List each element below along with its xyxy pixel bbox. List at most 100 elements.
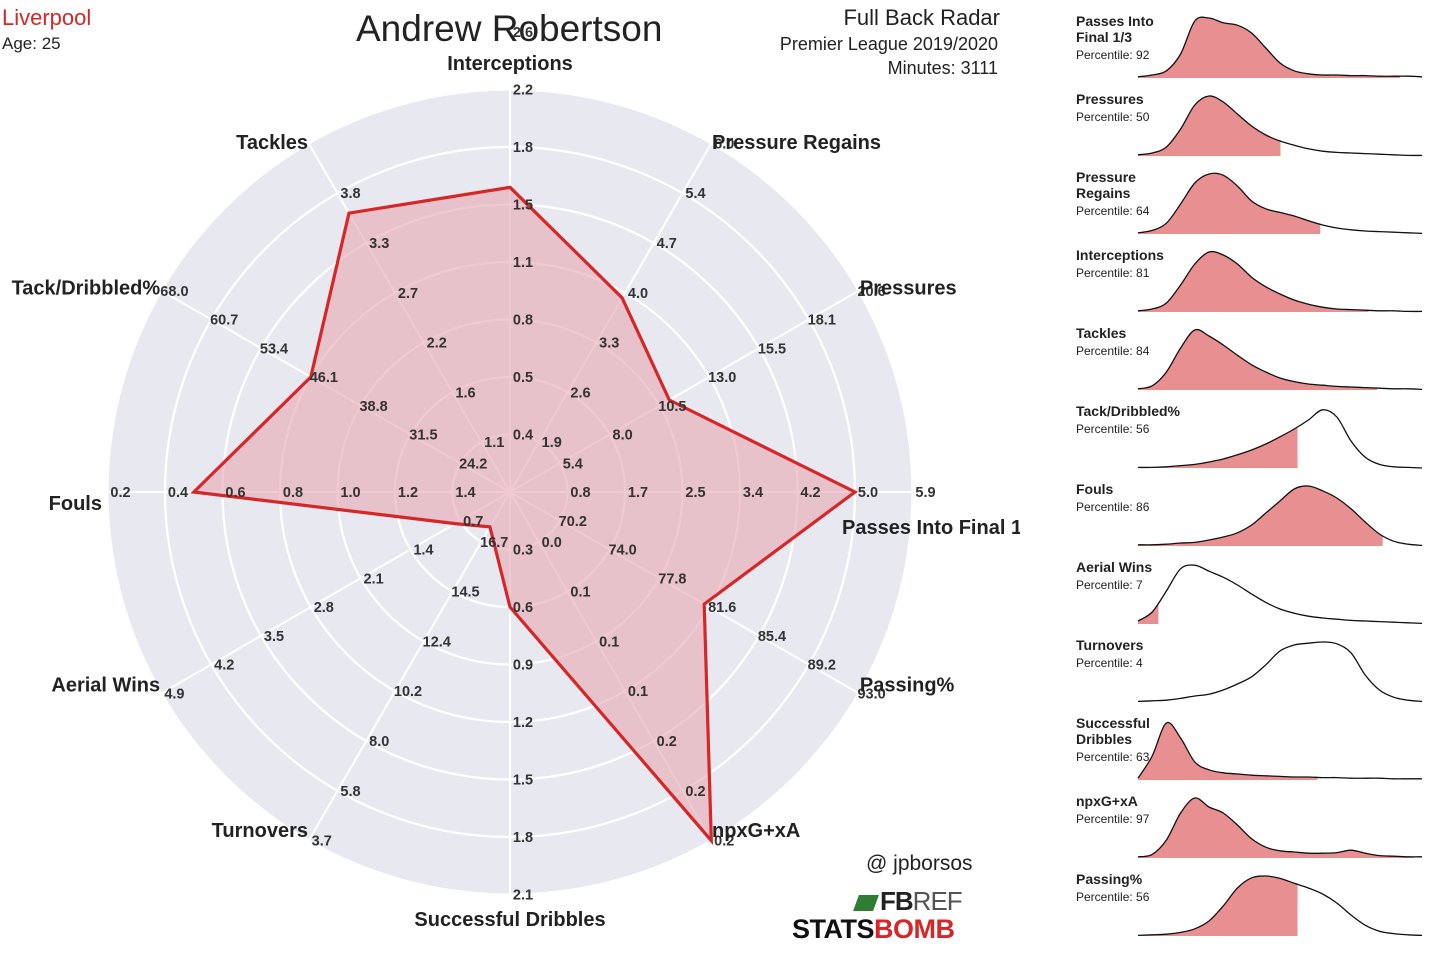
player-age: Age: 25 bbox=[2, 34, 61, 53]
radar-tick-label: 89.2 bbox=[808, 658, 836, 674]
radar-tick-label: 10.5 bbox=[658, 399, 686, 415]
density-panel: Tack/Dribbled% Percentile: 56 bbox=[1076, 403, 1423, 469]
radar-axis-label: Tack/Dribbled% bbox=[12, 278, 161, 300]
radar-tick-label: 1.1 bbox=[513, 255, 533, 271]
density-title: Pressures bbox=[1076, 91, 1144, 107]
radar-tick-label: 5.9 bbox=[915, 485, 935, 501]
density-curve bbox=[1137, 16, 1423, 78]
radar-tick-label: 5.0 bbox=[858, 485, 878, 501]
density-title: Fouls bbox=[1076, 481, 1114, 497]
radar-tick-label: 2.6 bbox=[513, 25, 533, 41]
radar-tick-label: 0.2 bbox=[110, 485, 130, 501]
density-percentile-fill bbox=[1138, 251, 1369, 312]
radar-tick-label: 2.5 bbox=[685, 485, 705, 501]
radar-tick-label: 77.8 bbox=[658, 571, 686, 587]
density-curve bbox=[1137, 564, 1423, 625]
density-percentile-fill bbox=[1138, 95, 1280, 156]
density-curve bbox=[1137, 797, 1423, 858]
density-percentile-label: Percentile: 84 bbox=[1076, 344, 1150, 358]
radar-tick-label: 1.1 bbox=[484, 435, 504, 451]
radar-tick-label: 0.4 bbox=[513, 428, 533, 444]
radar-tick-label: 0.2 bbox=[685, 784, 705, 800]
radar-tick-label: 1.5 bbox=[513, 773, 533, 789]
density-percentile-label: Percentile: 63 bbox=[1076, 750, 1150, 764]
density-title: Tack/Dribbled% bbox=[1076, 403, 1181, 419]
minutes-played: Minutes: 3111 bbox=[887, 58, 998, 78]
density-percentile-label: Percentile: 50 bbox=[1076, 110, 1150, 124]
density-curve bbox=[1137, 172, 1423, 235]
density-title: Pressure bbox=[1076, 169, 1136, 185]
radar-tick-label: 1.0 bbox=[340, 485, 360, 501]
radar-tick-label: 8.0 bbox=[613, 428, 633, 444]
radar-player-polygon bbox=[190, 185, 859, 846]
radar-tick-label: 2.6 bbox=[570, 385, 590, 401]
density-percentile-fill bbox=[1138, 604, 1158, 624]
radar-tick-label: 4.7 bbox=[657, 236, 677, 252]
radar-tick-label: 38.8 bbox=[359, 399, 387, 415]
radar-tick-label: 4.0 bbox=[628, 286, 648, 302]
density-percentile-label: Percentile: 81 bbox=[1076, 266, 1150, 280]
radar-tick-label: 0.2 bbox=[657, 734, 677, 750]
density-percentile-label: Percentile: 86 bbox=[1076, 500, 1150, 514]
radar-tick-label: 0.1 bbox=[570, 585, 590, 601]
radar-tick-label: 14.5 bbox=[451, 585, 479, 601]
radar-tick-label: 53.4 bbox=[260, 341, 288, 357]
radar-tick-label: 2.1 bbox=[513, 888, 533, 904]
radar-tick-label: 2.1 bbox=[364, 571, 384, 587]
density-title: Tackles bbox=[1076, 325, 1127, 341]
radar-tick-label: 1.8 bbox=[513, 140, 533, 156]
density-title: Dribbles bbox=[1076, 731, 1132, 747]
radar-tick-label: 16.7 bbox=[480, 535, 508, 551]
density-title: Passes Into bbox=[1076, 13, 1154, 29]
density-title: Turnovers bbox=[1076, 637, 1144, 653]
density-title: Aerial Wins bbox=[1076, 559, 1152, 575]
fbref-ball-icon bbox=[853, 895, 879, 911]
radar-axis-label: Interceptions bbox=[447, 53, 573, 75]
density-percentile-label: Percentile: 92 bbox=[1076, 48, 1150, 62]
density-panel: Tackles Percentile: 84 bbox=[1076, 325, 1423, 391]
radar-tick-label: 3.3 bbox=[599, 336, 619, 352]
radar-tick-label: 1.5 bbox=[513, 198, 533, 214]
density-panel: Interceptions Percentile: 81 bbox=[1076, 247, 1423, 313]
density-percentile-label: Percentile: 56 bbox=[1076, 890, 1150, 904]
radar-axis-label: Passing% bbox=[860, 675, 955, 697]
radar-tick-label: 0.4 bbox=[168, 485, 188, 501]
radar-gridline bbox=[106, 88, 914, 896]
radar-tick-label: 5.4 bbox=[563, 456, 583, 472]
radar-tick-label: 15.5 bbox=[758, 341, 786, 357]
radar-spoke bbox=[308, 491, 511, 841]
player-name: Andrew Robertson bbox=[356, 8, 663, 49]
density-panel: Fouls Percentile: 86 bbox=[1076, 481, 1423, 547]
radar-axis-label: Tackles bbox=[236, 132, 308, 154]
radar-tick-label: 2.2 bbox=[427, 336, 447, 352]
radar-tick-label: 1.2 bbox=[513, 715, 533, 731]
radar-tick-label: 0.1 bbox=[599, 634, 619, 650]
density-percentile-fill bbox=[1138, 17, 1400, 78]
radar-tick-label: 0.3 bbox=[513, 543, 533, 559]
radar-tick-label: 3.8 bbox=[340, 186, 360, 202]
density-curve bbox=[1137, 95, 1423, 157]
radar-tick-label: 1.6 bbox=[455, 385, 475, 401]
density-panel: Pressures Percentile: 50 bbox=[1076, 91, 1423, 157]
statsbomb-logo: STATSBOMB bbox=[792, 914, 955, 944]
radar-tick-label: 3.3 bbox=[369, 236, 389, 252]
radar-tick-label: 20.6 bbox=[857, 284, 885, 300]
radar-axis-label: Passes Into Final 1/3 bbox=[842, 517, 1020, 539]
radar-tick-label: 0.6 bbox=[225, 485, 245, 501]
radar-tick-label: 13.0 bbox=[708, 370, 736, 386]
radar-tick-label: 1.9 bbox=[542, 435, 562, 451]
density-curve bbox=[1137, 875, 1423, 937]
radar-tick-label: 10.2 bbox=[394, 684, 422, 700]
radar-axis-label: npxG+xA bbox=[712, 820, 800, 842]
radar-tick-label: 18.1 bbox=[808, 313, 836, 329]
radar-tick-label: 0.8 bbox=[570, 485, 590, 501]
density-percentile-fill bbox=[1138, 875, 1298, 936]
author-credit: @ jpborsos bbox=[866, 852, 973, 875]
density-panel: Turnovers Percentile: 4 bbox=[1076, 637, 1423, 703]
radar-tick-label: 0.1 bbox=[628, 684, 648, 700]
radar-tick-label: 0.8 bbox=[283, 485, 303, 501]
density-curve bbox=[1137, 328, 1423, 391]
density-percentile-label: Percentile: 56 bbox=[1076, 422, 1150, 436]
radar-tick-label: 85.4 bbox=[758, 629, 786, 645]
